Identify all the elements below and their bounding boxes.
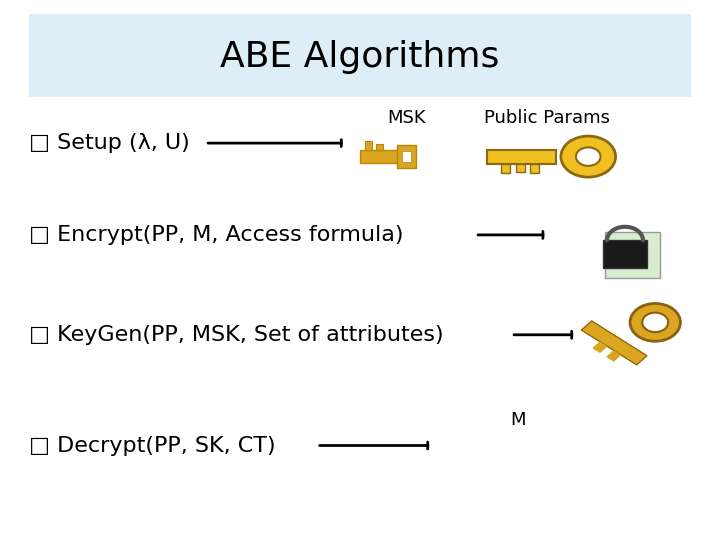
Bar	[516, 164, 525, 172]
Circle shape	[576, 147, 600, 166]
Text: □ Setup (λ, U): □ Setup (λ, U)	[29, 133, 189, 153]
Text: ABE Algorithms: ABE Algorithms	[220, 40, 500, 73]
Polygon shape	[582, 321, 647, 365]
Bar	[376, 144, 383, 150]
Text: □ Encrypt(PP, M, Access formula): □ Encrypt(PP, M, Access formula)	[29, 225, 403, 245]
Text: □ Decrypt(PP, SK, CT): □ Decrypt(PP, SK, CT)	[29, 435, 276, 456]
Text: MSK: MSK	[387, 109, 426, 127]
Bar	[365, 141, 372, 150]
Bar	[605, 232, 660, 278]
Circle shape	[630, 303, 680, 341]
Polygon shape	[593, 342, 606, 352]
Text: □ KeyGen(PP, MSK, Set of attributes): □ KeyGen(PP, MSK, Set of attributes)	[29, 325, 444, 345]
Bar	[603, 240, 647, 268]
Text: Public Params: Public Params	[485, 109, 611, 127]
Bar	[487, 150, 556, 164]
Bar	[360, 150, 400, 163]
Circle shape	[561, 136, 616, 177]
Circle shape	[642, 313, 668, 332]
Bar	[530, 164, 539, 173]
Bar	[397, 145, 416, 168]
Bar	[402, 151, 411, 162]
Bar	[501, 164, 510, 173]
Bar	[29, 14, 691, 97]
Polygon shape	[607, 351, 620, 361]
Text: M: M	[510, 411, 526, 429]
